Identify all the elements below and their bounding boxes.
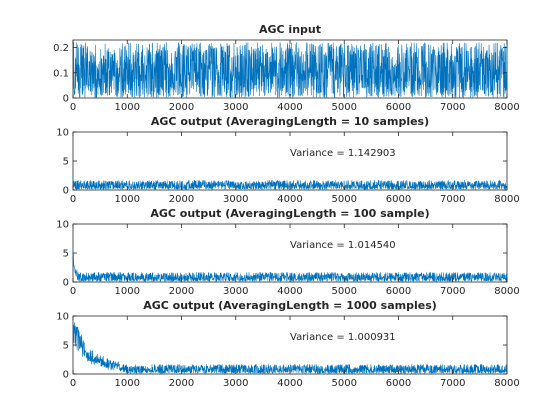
x-tick-label: 4000 xyxy=(277,102,302,113)
axes-box xyxy=(72,315,508,375)
y-tick-label: 0 xyxy=(63,370,69,381)
x-tick-label: 6000 xyxy=(386,286,411,297)
x-tick-label: 2000 xyxy=(169,102,194,113)
x-tick-label: 6000 xyxy=(386,102,411,113)
variance-annotation: Variance = 1.142903 xyxy=(290,148,396,159)
axes-box xyxy=(72,223,508,283)
x-tick-label: 0 xyxy=(70,194,76,205)
y-tick-label: 5 xyxy=(63,341,69,352)
x-tick-label: 2000 xyxy=(169,194,194,205)
x-tick-label: 4000 xyxy=(277,378,302,389)
variance-annotation: Variance = 1.014540 xyxy=(290,240,396,251)
axes-box xyxy=(72,131,508,191)
x-tick-label: 4000 xyxy=(277,194,302,205)
y-tick-label: 5 xyxy=(63,249,69,260)
y-tick-label: 0 xyxy=(63,186,69,197)
subplot-4: 0 1000 2000 3000 4000 5000 6000 7000 8000 0 5 10 AGC… xyxy=(56,299,519,389)
y-tick-label: 5 xyxy=(63,157,69,168)
x-tick-label: 0 xyxy=(70,102,76,113)
x-tick-label: 4000 xyxy=(277,286,302,297)
subplot-2: 0 1000 2000 3000 4000 5000 6000 7000 8000 0 5 10 AGC… xyxy=(56,115,519,205)
signal-trace xyxy=(72,248,508,282)
x-tick-label: 1000 xyxy=(115,378,140,389)
y-tick-label: 10 xyxy=(56,220,69,231)
signal-trace xyxy=(72,42,508,99)
x-tick-label: 3000 xyxy=(223,378,248,389)
y-tick-label: 0 xyxy=(63,278,69,289)
x-tick-label: 3000 xyxy=(223,102,248,113)
y-tick-label: 10 xyxy=(56,312,69,323)
y-tick-label: 0.1 xyxy=(53,68,69,79)
x-tick-label: 0 xyxy=(70,286,76,297)
subplot-title: AGC input xyxy=(259,23,321,36)
subplot-title: AGC output (AveragingLength = 10 samples… xyxy=(151,115,429,128)
x-tick-label: 3000 xyxy=(223,194,248,205)
y-tick-label: 10 xyxy=(56,128,69,139)
x-tick-label: 3000 xyxy=(223,286,248,297)
subplot-title: AGC output (AveragingLength = 100 sample… xyxy=(150,207,429,220)
x-tick-label: 7000 xyxy=(440,378,465,389)
x-tick-label: 0 xyxy=(70,378,76,389)
x-tick-label: 1000 xyxy=(115,286,140,297)
subplot-1: 0 1000 2000 3000 4000 5000 6000 7000 8000 0 0.1 0.2… xyxy=(53,23,520,113)
x-tick-label: 5000 xyxy=(332,194,357,205)
x-tick-label: 8000 xyxy=(494,194,519,205)
x-tick-label: 5000 xyxy=(332,102,357,113)
subplot-3: 0 1000 2000 3000 4000 5000 6000 7000 8000 0 5 10 AGC… xyxy=(56,207,519,297)
x-tick-label: 6000 xyxy=(386,378,411,389)
x-tick-label: 5000 xyxy=(332,378,357,389)
x-tick-label: 7000 xyxy=(440,102,465,113)
x-tick-label: 8000 xyxy=(494,378,519,389)
x-tick-label: 6000 xyxy=(386,194,411,205)
x-tick-label: 2000 xyxy=(169,286,194,297)
x-tick-label: 5000 xyxy=(332,286,357,297)
x-tick-label: 2000 xyxy=(169,378,194,389)
x-tick-label: 7000 xyxy=(440,286,465,297)
x-tick-label: 7000 xyxy=(440,194,465,205)
x-tick-label: 1000 xyxy=(115,102,140,113)
subplot-title: AGC output (AveragingLength = 1000 sampl… xyxy=(143,299,437,312)
x-tick-label: 1000 xyxy=(115,194,140,205)
variance-annotation: Variance = 1.000931 xyxy=(290,332,396,343)
x-tick-label: 8000 xyxy=(494,102,519,113)
y-tick-label: 0.2 xyxy=(53,43,69,54)
x-tick-label: 8000 xyxy=(494,286,519,297)
y-tick-label: 0 xyxy=(63,94,69,105)
